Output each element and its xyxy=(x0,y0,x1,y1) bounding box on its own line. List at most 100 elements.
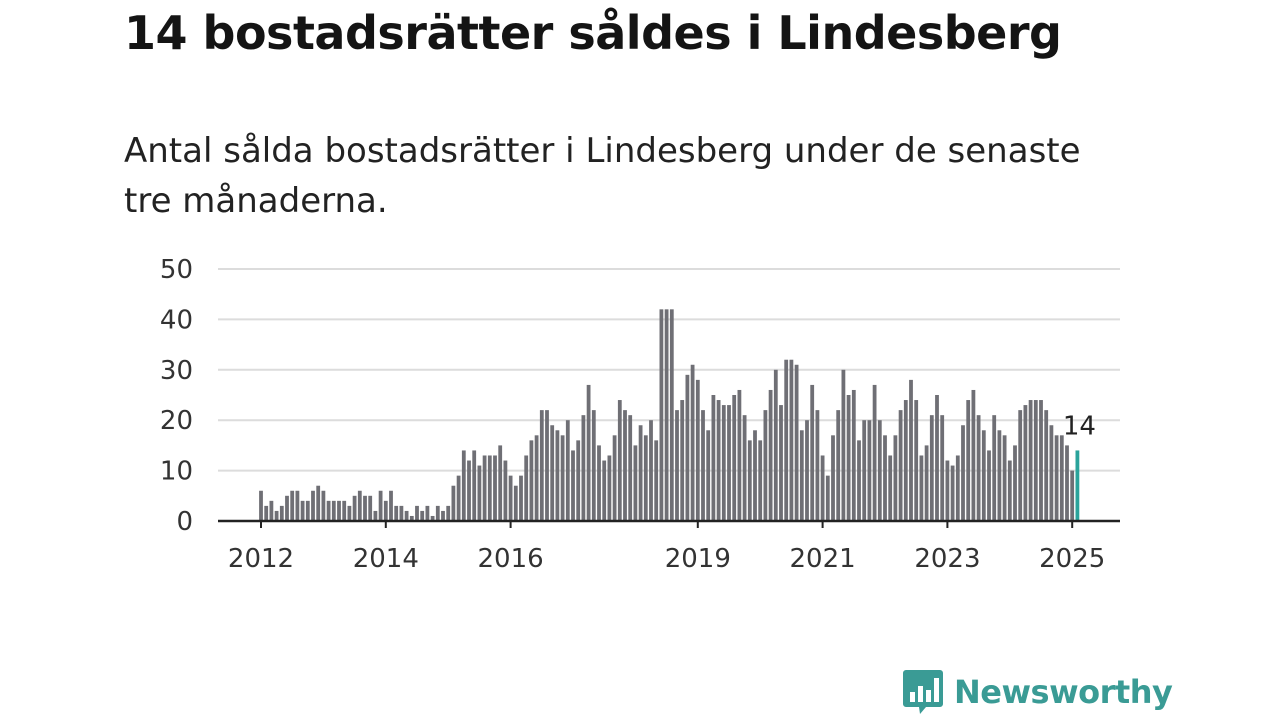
bar xyxy=(799,430,804,521)
bar xyxy=(1023,405,1028,521)
bar xyxy=(519,475,523,521)
x-tick-label: 2025 xyxy=(1039,544,1105,574)
bar xyxy=(669,309,674,521)
bar xyxy=(675,410,679,521)
bar xyxy=(612,435,617,521)
value-labels: 14 xyxy=(1063,411,1096,441)
bar xyxy=(435,505,440,521)
bar xyxy=(259,490,263,521)
bar xyxy=(940,415,945,521)
bar xyxy=(976,415,981,521)
bar xyxy=(654,440,659,521)
bar xyxy=(508,475,513,521)
bar xyxy=(581,415,586,521)
bar xyxy=(643,435,648,521)
bar xyxy=(909,379,913,521)
bar xyxy=(628,415,633,521)
bar xyxy=(779,405,783,521)
bar xyxy=(721,405,726,521)
bar xyxy=(446,505,451,521)
bar xyxy=(560,435,565,521)
bar xyxy=(992,415,997,521)
bar xyxy=(805,420,809,521)
bar xyxy=(877,420,882,521)
bar xyxy=(441,510,445,521)
bar xyxy=(498,445,503,521)
bar xyxy=(789,359,794,521)
bar xyxy=(451,485,456,521)
y-tick-label: 10 xyxy=(160,457,193,487)
bar xyxy=(586,384,591,521)
bar xyxy=(316,485,321,521)
chart-title: 14 bostadsrätter såldes i Lindesberg xyxy=(124,6,1062,60)
bar xyxy=(503,460,508,521)
bar xyxy=(924,445,929,521)
bar xyxy=(409,515,414,521)
bar xyxy=(290,490,295,521)
bar xyxy=(732,395,737,521)
bar xyxy=(342,500,347,521)
bar xyxy=(716,400,721,521)
bar xyxy=(404,510,409,521)
bar xyxy=(815,410,820,521)
bar xyxy=(898,410,903,521)
bar xyxy=(295,490,300,521)
bar xyxy=(493,455,497,521)
x-tick-label: 2014 xyxy=(353,544,419,574)
bar xyxy=(945,460,950,521)
bar xyxy=(555,430,560,521)
x-tick-label: 2023 xyxy=(914,544,980,574)
bar xyxy=(857,440,861,521)
bar xyxy=(430,515,435,521)
bar xyxy=(591,410,596,521)
bar xyxy=(337,500,341,521)
bar xyxy=(867,420,872,521)
x-tick-label: 2016 xyxy=(478,544,544,574)
bar xyxy=(753,430,757,521)
bar xyxy=(305,500,310,521)
bar xyxy=(321,490,326,521)
bars xyxy=(259,309,1080,521)
bar xyxy=(851,389,856,521)
bar xyxy=(425,505,430,521)
bar xyxy=(706,430,711,521)
bar xyxy=(883,435,887,521)
highlight-value-label: 14 xyxy=(1063,411,1096,441)
bar xyxy=(966,400,971,521)
bar xyxy=(695,379,700,521)
bar xyxy=(565,420,570,521)
bar xyxy=(279,505,284,521)
bar xyxy=(477,465,482,521)
bar xyxy=(357,490,362,521)
y-tick-label: 20 xyxy=(160,406,193,436)
chart-subtitle: Antal sålda bostadsrätter i Lindesberg u… xyxy=(124,131,1081,221)
x-tick-label: 2021 xyxy=(790,544,856,574)
bar xyxy=(919,455,924,521)
bar xyxy=(420,510,425,521)
bar xyxy=(467,460,471,521)
bar xyxy=(929,415,934,521)
bar xyxy=(1054,435,1059,521)
bar xyxy=(737,389,742,521)
bar xyxy=(311,490,315,521)
y-tick-label: 0 xyxy=(176,507,193,537)
bar xyxy=(461,450,466,521)
bar xyxy=(607,455,612,521)
bar xyxy=(1007,460,1012,521)
bar xyxy=(1065,445,1069,521)
bar xyxy=(888,455,893,521)
bar xyxy=(893,435,898,521)
bar xyxy=(482,455,487,521)
bar xyxy=(768,389,773,521)
bar xyxy=(383,500,388,521)
bar xyxy=(389,490,393,521)
y-tick-label: 50 xyxy=(160,255,193,285)
bar xyxy=(456,475,461,521)
bar xyxy=(415,505,419,521)
bar xyxy=(758,440,763,521)
bar xyxy=(773,369,778,521)
bar xyxy=(649,420,653,521)
y-axis-ticks: 0 10 20 30 40 50 xyxy=(160,255,193,537)
bar xyxy=(872,384,877,521)
bar xyxy=(825,475,830,521)
